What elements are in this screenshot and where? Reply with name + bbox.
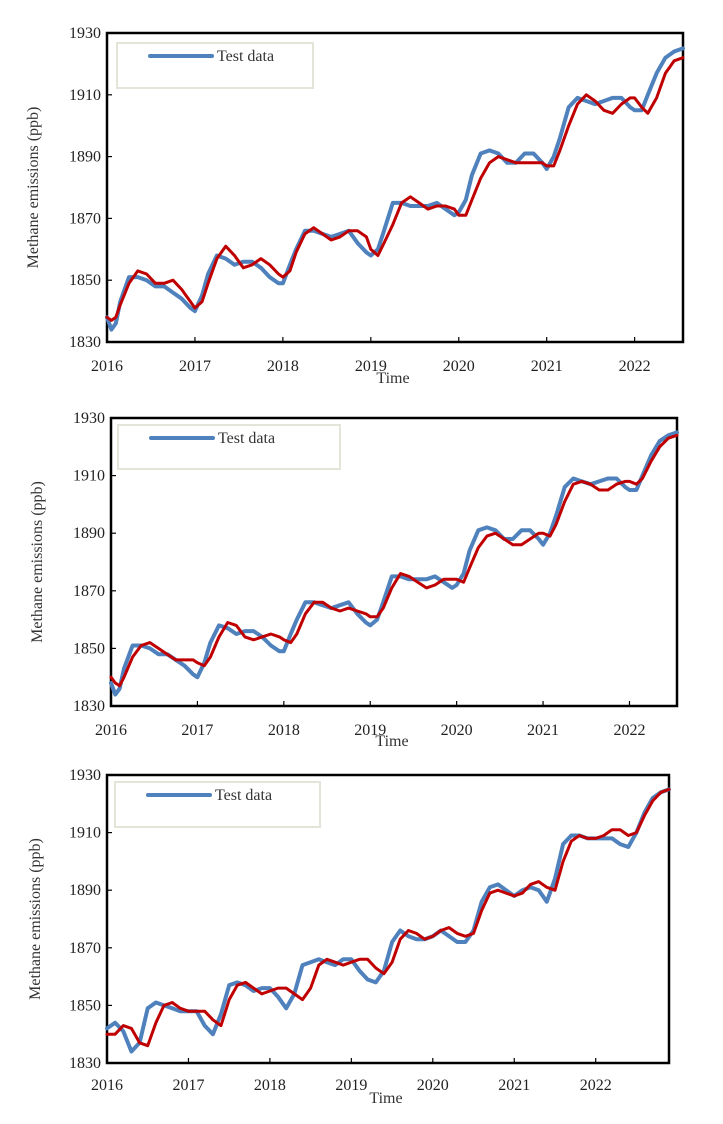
x-tick-label: 2017 xyxy=(179,358,211,375)
series-line-prediction xyxy=(109,433,679,688)
x-tick-label: 2022 xyxy=(613,722,645,739)
chart-panel-2: 1830 1850 1870 1890 1910 1930 2016 2017 2018 2019… xyxy=(29,410,679,750)
y-tick-label: 1830 xyxy=(73,698,105,715)
legend-label-test-data: Test data xyxy=(215,787,272,804)
x-tick-label: 2020 xyxy=(443,358,475,375)
x-tick-label: 2021 xyxy=(498,1077,530,1094)
y-tick-label: 1850 xyxy=(73,640,105,657)
x-tick-label: 2018 xyxy=(268,722,300,739)
x-tick-label: 2022 xyxy=(619,358,651,375)
x-tick-label: 2021 xyxy=(527,722,559,739)
legend-box xyxy=(114,781,321,828)
y-tick-label: 1870 xyxy=(69,210,101,227)
y-tick-label: 1870 xyxy=(69,940,101,957)
y-tick-label: 1830 xyxy=(69,334,101,351)
y-tick-label: 1930 xyxy=(69,25,101,42)
y-tick-label: 1890 xyxy=(73,525,105,542)
x-tick-label: 2017 xyxy=(181,722,213,739)
x-tick-label: 2022 xyxy=(580,1077,612,1094)
x-axis-title: Time xyxy=(375,733,408,750)
x-tick-label: 2019 xyxy=(354,722,386,739)
y-tick-label: 1890 xyxy=(69,882,101,899)
x-tick-label: 2018 xyxy=(254,1077,286,1094)
y-tick-label: 1910 xyxy=(69,825,101,842)
y-tick-label: 1870 xyxy=(73,583,105,600)
series-line-prediction xyxy=(105,787,671,1048)
y-tick-label: 1850 xyxy=(69,272,101,289)
y-tick-label: 1850 xyxy=(69,997,101,1014)
legend-label-test-data: Test data xyxy=(217,48,274,65)
x-tick-label: 2016 xyxy=(91,1077,123,1094)
chart-panel-3: 1830 1850 1870 1890 1910 1930 2016 2017 2018 2019… xyxy=(27,767,671,1107)
x-tick-label: 2019 xyxy=(335,1077,367,1094)
y-axis-title: Methane emissions (ppb) xyxy=(25,107,42,269)
x-tick-label: 2016 xyxy=(91,358,123,375)
x-tick-label: 2018 xyxy=(267,358,299,375)
x-tick-label: 2021 xyxy=(531,358,563,375)
legend: Test data xyxy=(116,42,314,89)
legend-box xyxy=(117,424,341,470)
legend-box xyxy=(116,42,314,89)
y-tick-label: 1890 xyxy=(69,149,101,166)
x-tick-label: 2019 xyxy=(355,358,387,375)
series-line-prediction xyxy=(105,56,685,322)
y-tick-label: 1930 xyxy=(73,410,105,427)
y-tick-label: 1910 xyxy=(69,87,101,104)
x-axis-title: Time xyxy=(369,1090,402,1107)
chart-panel-1: 1830 1850 1870 1890 1910 1930 2016 2017 2018 2019… xyxy=(25,25,685,387)
y-axis-title: Methane emissions (ppb) xyxy=(29,481,46,643)
x-tick-label: 2017 xyxy=(172,1077,204,1094)
x-tick-label: 2020 xyxy=(417,1077,449,1094)
series-line-test-data xyxy=(105,787,671,1054)
y-tick-label: 1830 xyxy=(69,1055,101,1072)
legend: Test data xyxy=(114,781,321,828)
y-axis-title: Methane emissions (ppb) xyxy=(27,838,44,1000)
x-tick-label: 2016 xyxy=(95,722,127,739)
legend: Test data xyxy=(117,424,341,470)
x-axis-title: Time xyxy=(376,370,409,387)
y-tick-label: 1910 xyxy=(73,468,105,485)
legend-label-test-data: Test data xyxy=(218,430,275,447)
y-tick-label: 1930 xyxy=(69,767,101,784)
x-tick-label: 2020 xyxy=(441,722,473,739)
